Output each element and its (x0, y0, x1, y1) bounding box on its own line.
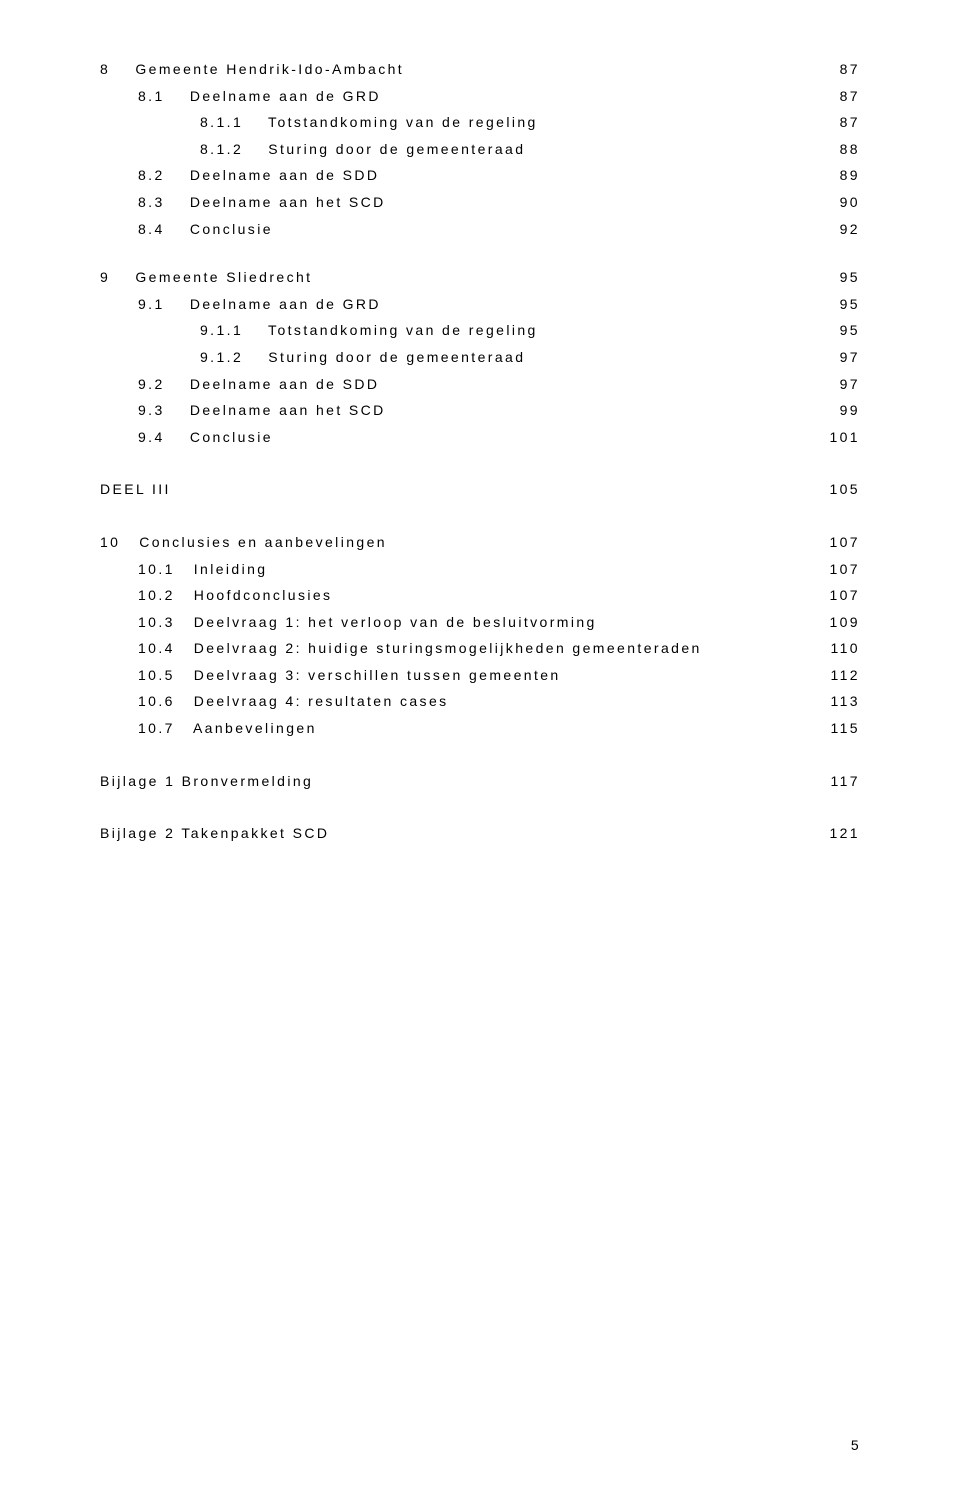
toc-label: Bijlage 1 Bronvermelding (100, 768, 313, 795)
toc-label: 9 Gemeente Sliedrecht (100, 264, 312, 291)
toc-label: DEEL III (100, 476, 171, 503)
toc-label: 9.2 Deelname aan de SDD (138, 371, 379, 398)
toc-gap (100, 503, 860, 529)
toc-row: 9.3 Deelname aan het SCD 99 (100, 397, 860, 424)
toc-label: 10.7 Aanbevelingen (138, 715, 317, 742)
toc-page: 97 (840, 371, 860, 398)
toc-label: 8.3 Deelname aan het SCD (138, 189, 386, 216)
toc-page: 101 (829, 424, 860, 451)
toc-row: 10 Conclusies en aanbevelingen 107 (100, 529, 860, 556)
toc-label: 9.1.2 Sturing door de gemeenteraad (200, 344, 525, 371)
toc-row: 8.1 Deelname aan de GRD 87 (100, 83, 860, 110)
toc-page: 107 (829, 582, 860, 609)
toc-gap (100, 450, 860, 476)
toc-label: 8.1.1 Totstandkoming van de regeling (200, 109, 538, 136)
toc-label: 10.6 Deelvraag 4: resultaten cases (138, 688, 449, 715)
toc-page: 87 (840, 56, 860, 83)
toc-page: 105 (829, 476, 860, 503)
toc-label: 8.4 Conclusie (138, 216, 273, 243)
toc-label: 10.3 Deelvraag 1: het verloop van de bes… (138, 609, 597, 636)
toc-label: 8.2 Deelname aan de SDD (138, 162, 379, 189)
table-of-contents: 8 Gemeente Hendrik-Ido-Ambacht878.1 Deel… (100, 56, 860, 847)
toc-row: 8 Gemeente Hendrik-Ido-Ambacht 87 (100, 56, 860, 83)
toc-row: 9.1.2 Sturing door de gemeenteraad 97 (100, 344, 860, 371)
toc-page: 95 (840, 291, 860, 318)
toc-row: 9 Gemeente Sliedrecht 95 (100, 264, 860, 291)
toc-row: 10.7 Aanbevelingen 115 (100, 715, 860, 742)
toc-page: 89 (840, 162, 860, 189)
toc-page: 87 (840, 83, 860, 110)
toc-page: 92 (840, 216, 860, 243)
toc-row: 10.2 Hoofdconclusies 107 (100, 582, 860, 609)
toc-row: 10.3 Deelvraag 1: het verloop van de bes… (100, 609, 860, 636)
toc-page: 112 (830, 662, 860, 689)
toc-row: 8.1.1 Totstandkoming van de regeling 87 (100, 109, 860, 136)
toc-page: 99 (840, 397, 860, 424)
toc-label: 9.4 Conclusie (138, 424, 273, 451)
toc-page: 107 (829, 556, 860, 583)
toc-row: DEEL III 105 (100, 476, 860, 503)
toc-gap (100, 742, 860, 768)
toc-label: 10.5 Deelvraag 3: verschillen tussen gem… (138, 662, 561, 689)
toc-row: Bijlage 1 Bronvermelding 117 (100, 768, 860, 795)
document-page: 8 Gemeente Hendrik-Ido-Ambacht878.1 Deel… (0, 0, 960, 1501)
page-number: 5 (851, 1437, 860, 1453)
toc-row: 9.4 Conclusie 101 (100, 424, 860, 451)
toc-label: 10 Conclusies en aanbevelingen (100, 529, 387, 556)
toc-page: 107 (829, 529, 860, 556)
toc-page: 113 (830, 688, 860, 715)
toc-page: 109 (829, 609, 860, 636)
toc-gap (100, 794, 860, 820)
toc-row: Bijlage 2 Takenpakket SCD 121 (100, 820, 860, 847)
toc-row: 10.6 Deelvraag 4: resultaten cases 113 (100, 688, 860, 715)
toc-row: 9.1.1 Totstandkoming van de regeling 95 (100, 317, 860, 344)
toc-row: 10.1 Inleiding 107 (100, 556, 860, 583)
toc-label: Bijlage 2 Takenpakket SCD (100, 820, 329, 847)
toc-row: 9.1 Deelname aan de GRD 95 (100, 291, 860, 318)
toc-row: 10.5 Deelvraag 3: verschillen tussen gem… (100, 662, 860, 689)
toc-label: 10.1 Inleiding (138, 556, 267, 583)
toc-label: 8.1 Deelname aan de GRD (138, 83, 381, 110)
toc-row: 8.2 Deelname aan de SDD 89 (100, 162, 860, 189)
toc-page: 115 (830, 715, 860, 742)
toc-page: 110 (830, 635, 860, 662)
toc-row: 10.4 Deelvraag 2: huidige sturingsmogeli… (100, 635, 860, 662)
toc-page: 95 (840, 317, 860, 344)
toc-row: 8.4 Conclusie 92 (100, 216, 860, 243)
toc-page: 117 (830, 768, 860, 795)
toc-label: 8 Gemeente Hendrik-Ido-Ambacht (100, 56, 404, 83)
toc-label: 8.1.2 Sturing door de gemeenteraad (200, 136, 525, 163)
toc-label: 9.1 Deelname aan de GRD (138, 291, 381, 318)
toc-row: 8.3 Deelname aan het SCD 90 (100, 189, 860, 216)
toc-row: 8.1.2 Sturing door de gemeenteraad 88 (100, 136, 860, 163)
toc-page: 90 (840, 189, 860, 216)
toc-page: 97 (840, 344, 860, 371)
toc-label: 9.3 Deelname aan het SCD (138, 397, 386, 424)
toc-row: 9.2 Deelname aan de SDD 97 (100, 371, 860, 398)
toc-label: 9.1.1 Totstandkoming van de regeling (200, 317, 538, 344)
toc-page: 87 (840, 109, 860, 136)
toc-label: 10.2 Hoofdconclusies (138, 582, 332, 609)
toc-page: 88 (840, 136, 860, 163)
toc-page: 95 (840, 264, 860, 291)
toc-label: 10.4 Deelvraag 2: huidige sturingsmogeli… (138, 635, 702, 662)
toc-gap (100, 242, 860, 264)
toc-page: 121 (829, 820, 860, 847)
